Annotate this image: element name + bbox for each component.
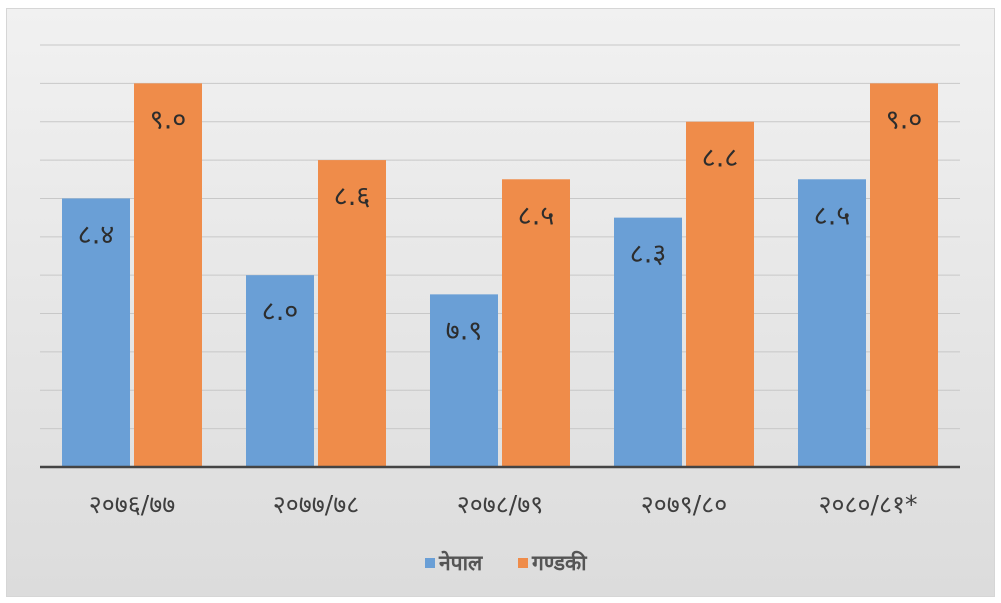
x-tick-label-4: २०८०/८१* [819, 490, 918, 519]
x-tick-label-1: २०७७/७८ [273, 490, 359, 519]
bar-gandaki-0 [134, 83, 202, 467]
bar-gandaki-2 [502, 179, 570, 468]
bar-gandaki-4 [870, 83, 938, 467]
bar-nepal-0 [62, 198, 130, 468]
legend-label-gandaki: गण्डकी [531, 550, 588, 575]
x-tick-label-3: २०७९/८० [641, 490, 727, 519]
data-label-gandaki-0: ९.० [150, 104, 187, 135]
data-label-nepal-0: ८.४ [78, 219, 115, 250]
bar-nepal-4 [798, 179, 866, 468]
bar-gandaki-1 [318, 160, 386, 467]
data-label-nepal-1: ८.० [262, 296, 299, 327]
legend-swatch-gandaki [518, 558, 528, 568]
data-label-nepal-4: ८.५ [814, 200, 851, 231]
legend-swatch-nepal [425, 558, 435, 568]
data-label-gandaki-3: ८.८ [702, 143, 739, 174]
data-label-gandaki-1: ८.६ [334, 181, 371, 212]
bar-nepal-3 [614, 217, 682, 467]
legend-label-nepal: नेपाल [438, 550, 483, 575]
data-label-nepal-2: ७.९ [446, 315, 483, 346]
data-label-gandaki-4: ९.० [886, 104, 923, 135]
bar-gandaki-3 [686, 121, 754, 468]
bar-nepal-2 [430, 294, 498, 467]
bar-nepal-1 [246, 275, 314, 467]
x-tick-label-2: २०७८/७९ [457, 490, 543, 519]
data-label-gandaki-2: ८.५ [518, 200, 555, 231]
data-label-nepal-3: ८.३ [630, 239, 667, 270]
x-tick-label-0: २०७६/७७ [89, 490, 175, 519]
